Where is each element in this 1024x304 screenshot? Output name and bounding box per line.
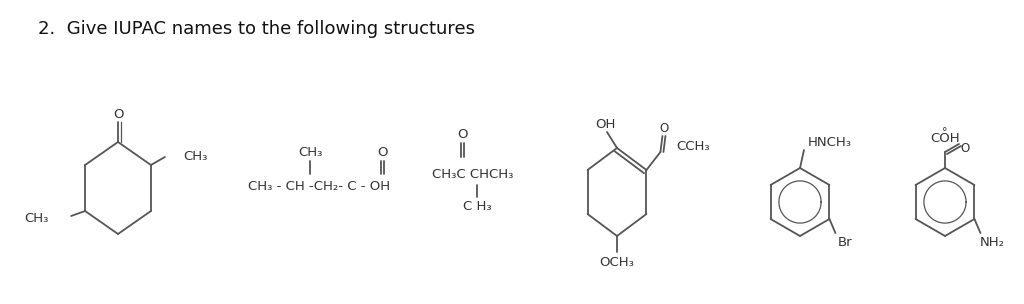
Text: NH₂: NH₂ xyxy=(980,236,1005,248)
Text: CH₃: CH₃ xyxy=(25,212,49,224)
Text: O: O xyxy=(378,146,388,158)
Text: OH: OH xyxy=(595,118,615,130)
Text: °: ° xyxy=(942,127,948,137)
Text: O: O xyxy=(659,123,669,136)
Text: CH₃ - CH -CH₂- C - OH: CH₃ - CH -CH₂- C - OH xyxy=(248,179,390,192)
Text: O: O xyxy=(961,141,970,154)
Text: OCH₃: OCH₃ xyxy=(600,255,635,268)
Text: O: O xyxy=(458,129,468,141)
Text: O: O xyxy=(114,108,124,120)
Text: C H₃: C H₃ xyxy=(463,201,492,213)
Text: CH₃C CHCH₃: CH₃C CHCH₃ xyxy=(432,168,513,181)
Text: CH₃: CH₃ xyxy=(298,146,323,158)
Text: Br: Br xyxy=(838,236,853,248)
Text: CCH₃: CCH₃ xyxy=(677,140,710,153)
Text: COH: COH xyxy=(930,132,959,144)
Text: 2.  Give IUPAC names to the following structures: 2. Give IUPAC names to the following str… xyxy=(38,20,475,38)
Text: HNCH₃: HNCH₃ xyxy=(808,136,852,148)
Text: CH₃: CH₃ xyxy=(183,150,207,164)
